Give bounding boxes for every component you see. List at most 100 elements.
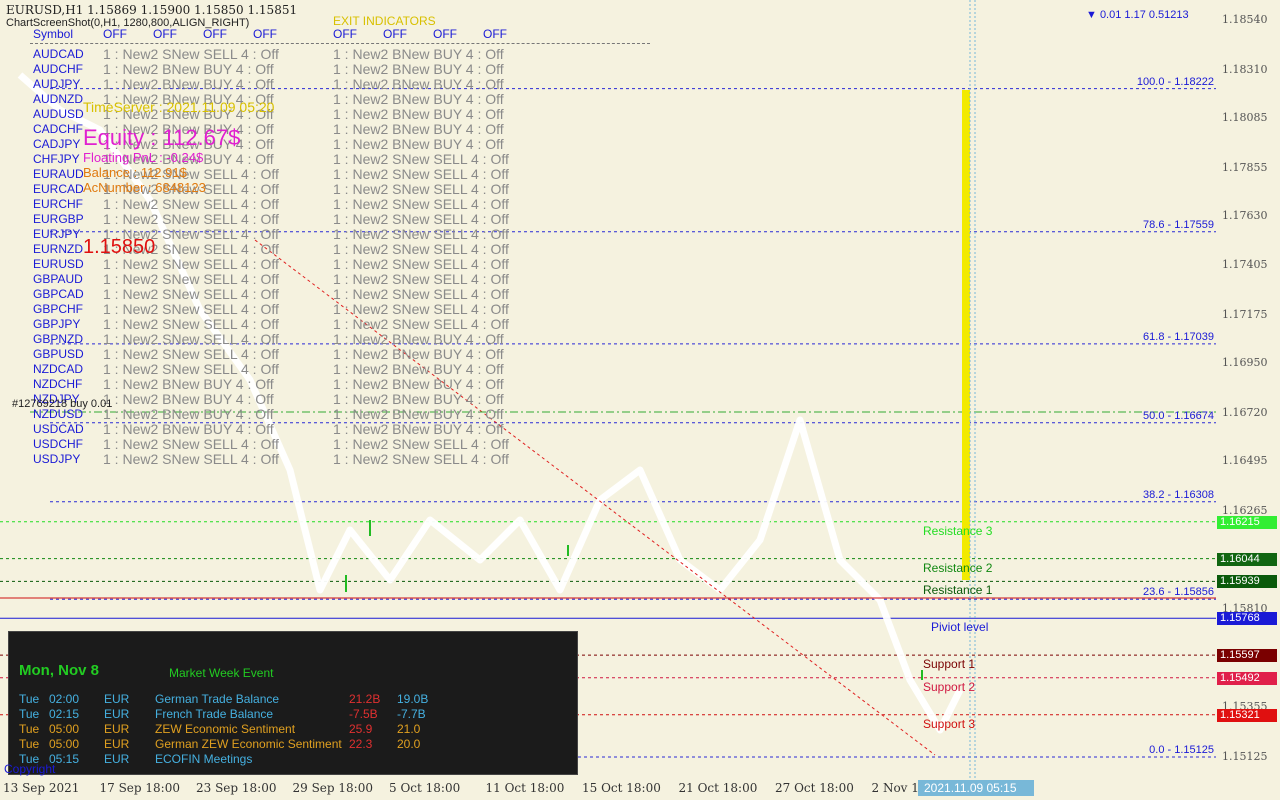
news-ccy: EUR: [104, 707, 130, 721]
pivot-label: Support 2: [923, 679, 976, 694]
symbol-cadjpy[interactable]: CADJPY: [33, 137, 81, 151]
symbol-eurcad[interactable]: EURCAD: [33, 182, 84, 196]
symbol-gbpchf[interactable]: GBPCHF: [33, 302, 84, 316]
news-time: 05:00: [49, 722, 80, 736]
symbol-gbpjpy[interactable]: GBPJPY: [33, 317, 81, 331]
news-forecast: 19.0B: [397, 692, 429, 706]
pivot-price-tag: 1.15492: [1217, 671, 1277, 685]
news-date: Mon, Nov 8: [19, 662, 100, 679]
news-subtitle: Market Week Event: [169, 666, 274, 680]
symbol-gbpcad[interactable]: GBPCAD: [33, 287, 84, 301]
symbol-header: Symbol: [33, 27, 74, 41]
exit-signal: 1 : New2 SNew SELL 4 : Off: [333, 301, 509, 317]
symbol-eurusd[interactable]: EURUSD: [33, 257, 84, 271]
symbol-audnzd[interactable]: AUDNZD: [33, 92, 83, 106]
symbol-eurgbp[interactable]: EURGBP: [33, 212, 84, 226]
cursor-time-label: 2021.11.09 05:15: [918, 780, 1034, 796]
entry-signal: 1 : New2 BNew BUY 4 : Off: [103, 151, 274, 167]
entry-signal: 1 : New2 SNew SELL 4 : Off: [103, 436, 279, 452]
entry-status-4[interactable]: OFF: [253, 27, 277, 41]
entry-status-3[interactable]: OFF: [203, 27, 227, 41]
symbol-gbpaud[interactable]: GBPAUD: [33, 272, 83, 286]
symbol-audcad[interactable]: AUDCAD: [33, 47, 84, 61]
exit-status-2[interactable]: OFF: [383, 27, 407, 41]
exit-signal: 1 : New2 SNew SELL 4 : Off: [333, 436, 509, 452]
entry-signal: 1 : New2 SNew SELL 4 : Off: [103, 46, 279, 62]
symbol-nzdchf[interactable]: NZDCHF: [33, 377, 83, 391]
trade-label[interactable]: #12769218 buy 0.01: [12, 398, 113, 410]
entry-signal: 1 : New2 BNew BUY 4 : Off: [103, 91, 274, 107]
exit-signal: 1 : New2 BNew BUY 4 : Off: [333, 121, 504, 137]
news-actual: 22.3: [349, 737, 373, 751]
symbol-audusd[interactable]: AUDUSD: [33, 107, 84, 121]
time-tick: 23 Sep 18:00: [196, 781, 277, 795]
screenshot-label: ChartScreenShot(0,H1, 1280,800,ALIGN_RIG…: [6, 17, 250, 29]
symbol-usdcad[interactable]: USDCAD: [33, 422, 84, 436]
exit-signal: 1 : New2 SNew SELL 4 : Off: [333, 241, 509, 257]
copyright: Copyright: [4, 762, 56, 776]
price-chart[interactable]: [0, 0, 1216, 780]
symbol-nzdjpy[interactable]: NZDJPY: [33, 392, 80, 406]
symbol-nzdusd[interactable]: NZDUSD: [33, 407, 83, 421]
symbol-audjpy[interactable]: AUDJPY: [33, 77, 81, 91]
exit-signal: 1 : New2 BNew BUY 4 : Off: [333, 421, 504, 437]
entry-signal: 1 : New2 BNew BUY 4 : Off: [103, 121, 274, 137]
news-forecast: 21.0: [397, 722, 421, 736]
pivot-label: Resistance 1: [923, 583, 993, 598]
symbol-gbpusd[interactable]: GBPUSD: [33, 347, 84, 361]
symbol-eurnzd[interactable]: EURNZD: [33, 242, 83, 256]
pivot-price-tag: 1.15939: [1217, 575, 1277, 589]
entry-signal: 1 : New2 SNew SELL 4 : Off: [103, 316, 279, 332]
symbol-eurchf[interactable]: EURCHF: [33, 197, 83, 211]
time-tick: 11 Oct 18:00: [485, 781, 565, 795]
price-tick: 1.17405: [1222, 257, 1268, 271]
symbol-cadchf[interactable]: CADCHF: [33, 122, 83, 136]
symbol-euraud[interactable]: EURAUD: [33, 167, 84, 181]
exit-status-1[interactable]: OFF: [333, 27, 357, 41]
exit-signal: 1 : New2 SNew SELL 4 : Off: [333, 181, 509, 197]
entry-signal: 1 : New2 SNew SELL 4 : Off: [103, 256, 279, 272]
entry-status-1[interactable]: OFF: [103, 27, 127, 41]
entry-signal: 1 : New2 SNew SELL 4 : Off: [103, 286, 279, 302]
time-tick: 27 Oct 18:00: [775, 781, 854, 795]
top-right-label: ▼ 0.01 1.17 0.51213: [1086, 9, 1189, 21]
news-time: 02:00: [49, 692, 80, 706]
news-day: Tue: [19, 707, 40, 721]
entry-signal: 1 : New2 SNew SELL 4 : Off: [103, 226, 279, 242]
fib-label: 0.0 - 1.15125: [1149, 744, 1214, 756]
news-panel: Mon, Nov 8 Market Week Event Tue 02:00 EUR…: [8, 631, 578, 775]
entry-signal: 1 : New2 SNew SELL 4 : Off: [103, 451, 279, 467]
pivot-label: Support 3: [923, 716, 976, 731]
exit-signal: 1 : New2 SNew SELL 4 : Off: [333, 196, 509, 212]
symbol-usdchf[interactable]: USDCHF: [33, 437, 83, 451]
time-tick: 21 Oct 18:00: [678, 781, 758, 795]
time-tick: 13 Sep 2021: [3, 781, 80, 795]
entry-status-2[interactable]: OFF: [153, 27, 177, 41]
time-tick: 5 Oct 18:00: [389, 781, 461, 795]
symbol-audchf[interactable]: AUDCHF: [33, 62, 83, 76]
price-tick: 1.18310: [1222, 62, 1268, 76]
entry-signal: 1 : New2 SNew SELL 4 : Off: [103, 331, 279, 347]
exit-signal: 1 : New2 BNew BUY 4 : Off: [333, 91, 504, 107]
fib-label: 100.0 - 1.18222: [1136, 75, 1214, 88]
symbol-gbpnzd[interactable]: GBPNZD: [33, 332, 84, 346]
entry-signal: 1 : New2 BNew BUY 4 : Off: [103, 376, 274, 392]
price-tick: 1.17175: [1222, 307, 1268, 321]
entry-signal: 1 : New2 BNew BUY 4 : Off: [103, 106, 274, 122]
symbol-nzdcad[interactable]: NZDCAD: [33, 362, 83, 376]
exit-status-3[interactable]: OFF: [433, 27, 457, 41]
time-tick: 17 Sep 18:00: [99, 781, 180, 795]
symbol-eurjpy[interactable]: EURJPY: [33, 227, 81, 241]
pivot-label: Resistance 2: [923, 560, 993, 575]
symbol-chfjpy[interactable]: CHFJPY: [33, 152, 80, 166]
price-tick: 1.17630: [1222, 209, 1268, 223]
equity-value: Equity : 112.67$: [83, 125, 241, 150]
entry-signal: 1 : New2 SNew SELL 4 : Off: [103, 346, 279, 362]
price-tick: 1.16950: [1222, 356, 1268, 370]
header-divider: [30, 43, 650, 44]
news-day: Tue: [19, 692, 40, 706]
window-title: EURUSD,H1 1.15869 1.15900 1.15850 1.1585…: [6, 3, 298, 17]
symbol-usdjpy[interactable]: USDJPY: [33, 452, 81, 466]
exit-status-4[interactable]: OFF: [483, 27, 507, 41]
news-ccy: EUR: [104, 692, 130, 706]
